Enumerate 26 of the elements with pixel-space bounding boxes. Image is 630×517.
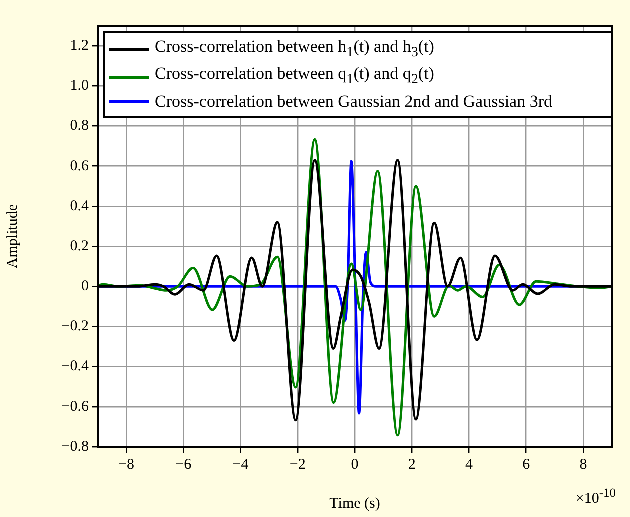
y-tick-label: −0.6	[62, 398, 90, 415]
x-tick-label: 8	[580, 456, 588, 473]
y-tick-label: 0.8	[70, 118, 89, 134]
y-tick-label: 0	[82, 278, 89, 295]
y-tick-label: 0.2	[70, 238, 89, 254]
y-tick-label: −0.8	[62, 438, 89, 455]
y-tick-label: 0.4	[70, 198, 90, 214]
x-tick-label: −8	[118, 456, 135, 473]
legend-label: Cross-correlation between Gaussian 2nd and Gaussian 3rd	[155, 90, 553, 113]
x-tick-label: 0	[351, 456, 359, 473]
x-tick-label: −4	[232, 456, 250, 473]
x-tick-label: 4	[465, 456, 474, 473]
x-axis-title: Time (s)	[330, 496, 380, 512]
y-tick-label: −0.4	[62, 358, 90, 375]
x-tick-label: 6	[522, 456, 531, 473]
y-tick-label: −0.2	[62, 318, 89, 335]
x-tick-label: 2	[408, 456, 416, 473]
legend-label: Cross-correlation between h$_{1}$(t) and h$_{3}$(t)	[155, 36, 434, 62]
x-tick-label: −2	[290, 456, 306, 473]
y-tick-label: 1.0	[70, 78, 89, 94]
text: ×10$^{-10}$	[576, 486, 616, 508]
x-tick-label: −6	[176, 456, 192, 473]
y-tick-label: 0.6	[70, 158, 90, 174]
y-tick-label: 1.2	[70, 38, 89, 54]
y-axis-title: Amplitude	[4, 204, 21, 269]
legend-label: Cross-correlation between q$_{1}$(t) and q$_{2}$(t)	[155, 63, 434, 90]
